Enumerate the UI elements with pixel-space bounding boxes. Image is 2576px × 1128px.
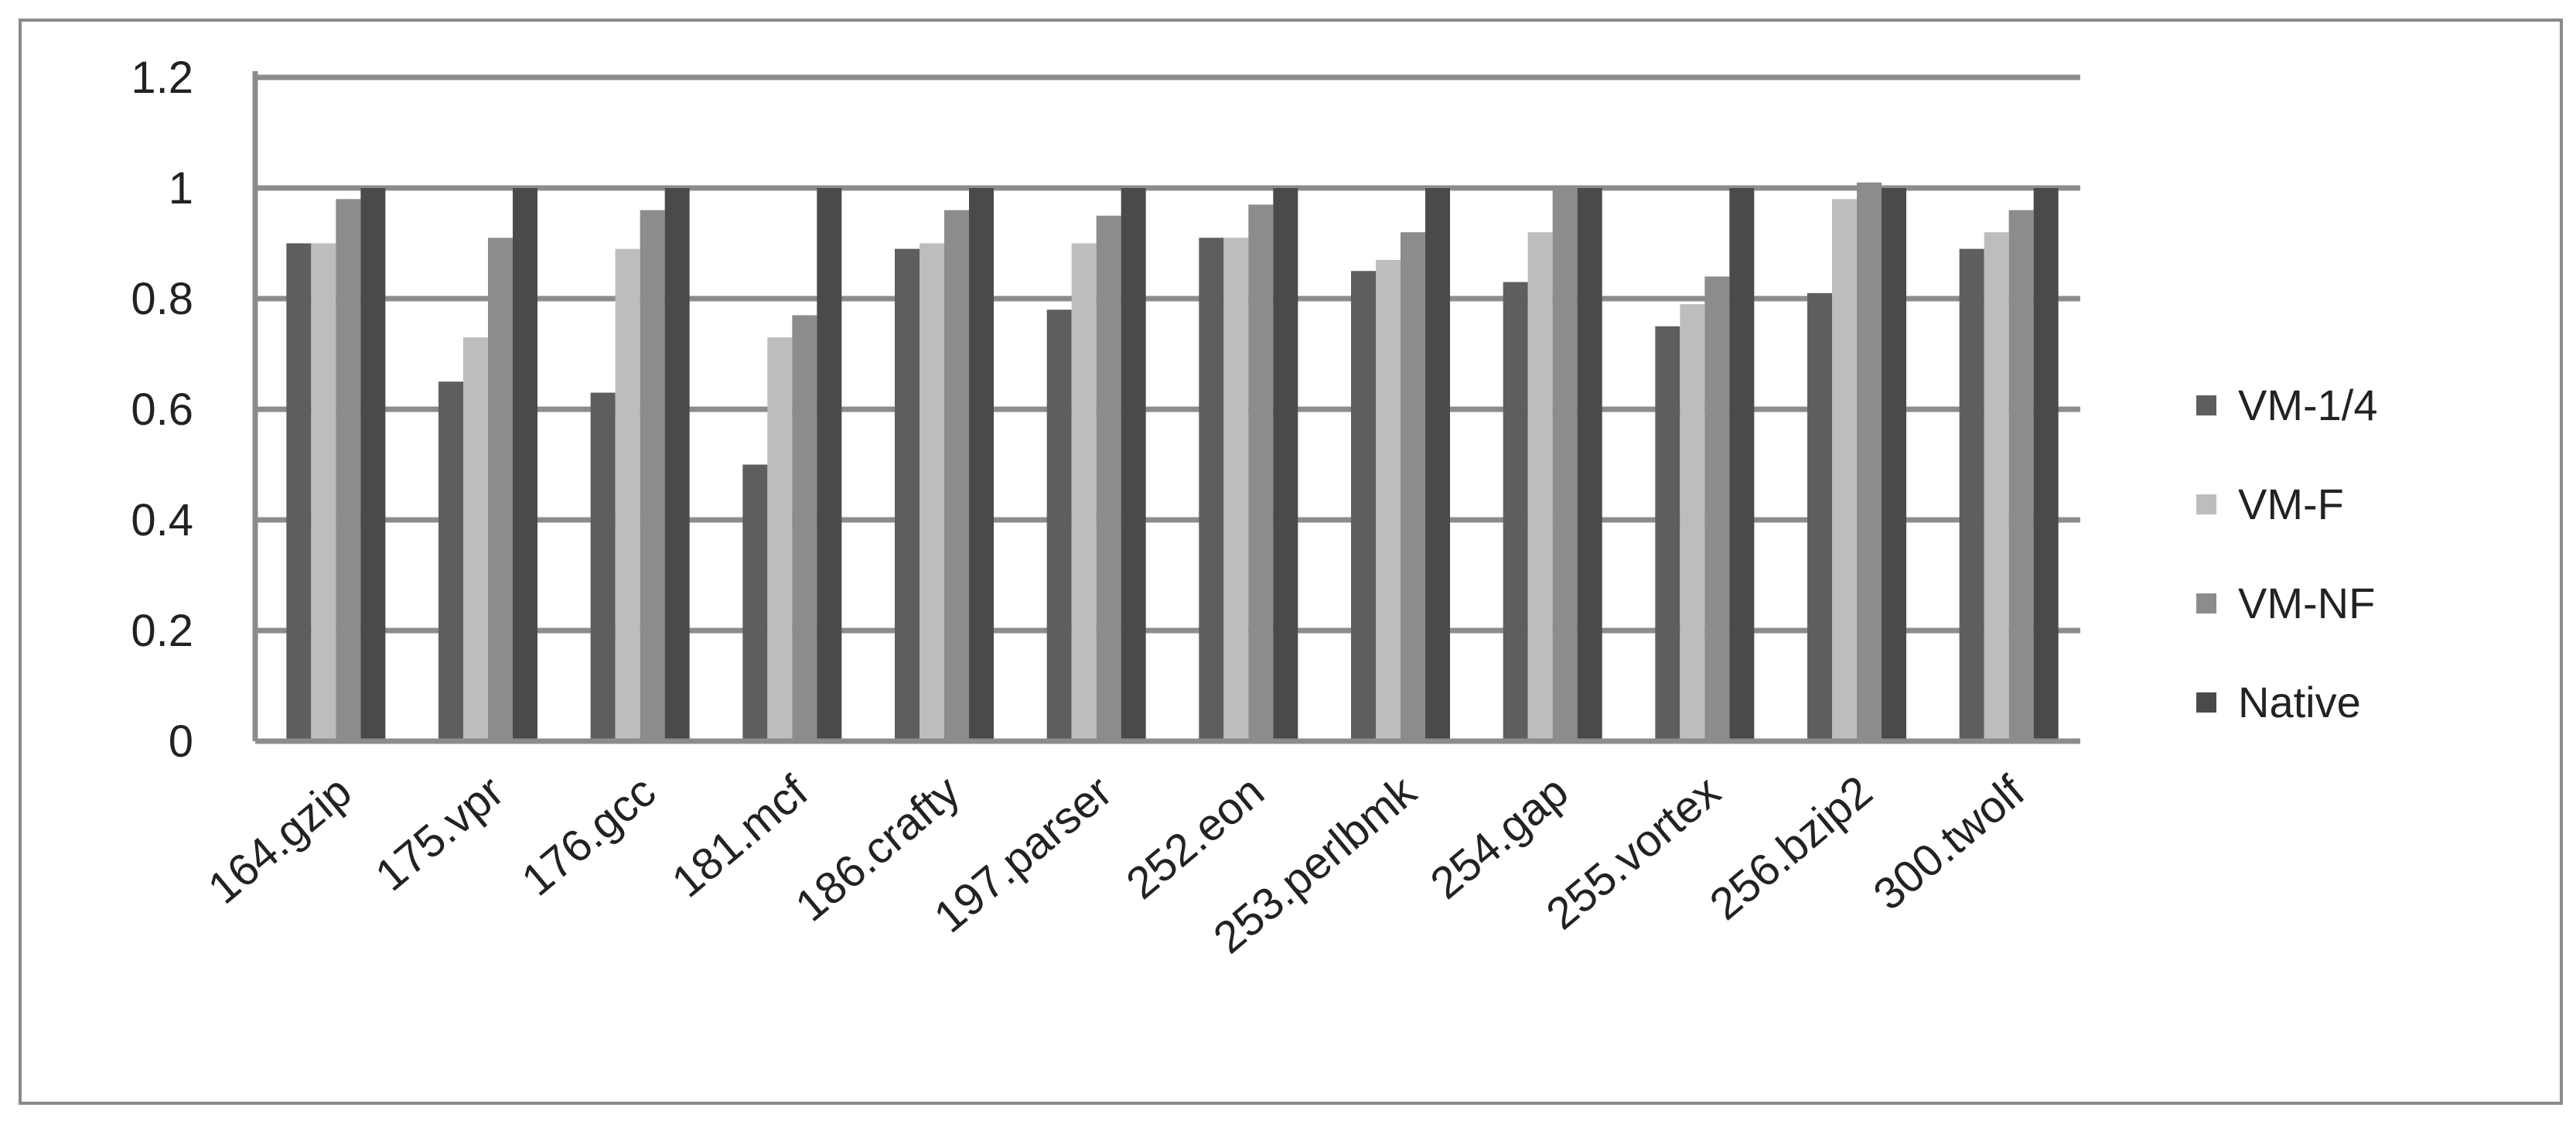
bar-vm-1-4-164-gzip [286,243,312,741]
legend-label: Native [2238,678,2361,726]
bar-vm-nf-255-vortex [1704,276,1730,741]
bar-vm-f-181-mcf [767,337,793,741]
bar-native-176-gcc [664,188,690,741]
y-tick-label: 0.2 [131,606,193,656]
bar-vm-1-4-254-gap [1503,282,1528,741]
y-tick-label: 0 [169,716,193,767]
bar-native-175-vpr [513,188,537,741]
bar-vm-f-254-gap [1527,232,1553,741]
legend-label: VM-NF [2238,579,2375,627]
bar-vm-f-256-bzip2 [1832,199,1857,741]
y-tick-label: 0.6 [131,385,193,435]
bar-vm-f-197-parser [1071,243,1097,741]
bar-vm-f-186-crafty [920,243,944,741]
bar-vm-nf-252-eon [1248,204,1274,741]
bar-vm-f-300-twolf [1984,232,2009,741]
bar-vm-1-4-197-parser [1046,309,1072,741]
legend-label: VM-1/4 [2238,381,2378,429]
legend-swatch [2196,494,2216,514]
bar-native-181-mcf [817,188,842,741]
legend-label: VM-F [2238,480,2344,528]
bar-vm-1-4-256-bzip2 [1807,292,1832,742]
bar-vm-nf-254-gap [1552,188,1578,741]
legend: VM-1/4 VM-F VM-NF Native [2196,381,2378,726]
bar-vm-1-4-181-mcf [742,464,768,741]
bar-vm-nf-300-twolf [2008,210,2034,742]
bar-vm-1-4-186-crafty [895,248,920,741]
legend-swatch [2196,395,2216,415]
bar-vm-1-4-175-vpr [438,381,463,741]
bar-vm-nf-176-gcc [640,210,665,742]
bar-vm-f-176-gcc [615,248,640,741]
bar-vm-nf-197-parser [1096,215,1121,741]
bar-vm-nf-186-crafty [944,210,969,742]
bars [286,182,2059,742]
bar-vm-nf-253-perlbmk [1401,232,1425,741]
legend-swatch [2196,692,2216,713]
axes [252,71,2080,744]
bar-vm-1-4-300-twolf [1959,248,1984,741]
bar-vm-nf-164-gzip [336,199,361,741]
bar-native-164-gzip [360,188,386,741]
bar-vm-f-164-gzip [311,243,336,741]
bar-vm-1-4-176-gcc [590,392,616,741]
bar-vm-nf-181-mcf [792,315,817,741]
bar-vm-nf-256-bzip2 [1857,182,1882,742]
bar-vm-nf-175-vpr [488,238,513,742]
bar-native-186-crafty [969,188,994,741]
bar-vm-1-4-253-perlbmk [1351,271,1376,741]
y-tick-label: 0.8 [131,274,193,324]
gridlines [255,74,2080,634]
bar-native-253-perlbmk [1425,188,1450,741]
bar-vm-f-252-eon [1223,238,1249,742]
bar-vm-f-255-vortex [1680,304,1705,741]
bar-vm-1-4-255-vortex [1655,326,1680,741]
y-tick-labels: 0 0.2 0.4 0.6 0.8 1 1.2 [131,53,193,767]
bar-vm-1-4-252-eon [1199,238,1224,742]
bar-native-254-gap [1577,188,1602,741]
y-tick-label: 1.2 [131,53,193,103]
bar-vm-f-253-perlbmk [1376,259,1401,741]
y-tick-label: 1 [169,163,193,214]
bar-native-255-vortex [1729,188,1755,741]
bar-native-252-eon [1273,188,1298,741]
legend-swatch [2196,593,2216,614]
bar-vm-f-175-vpr [463,337,488,741]
bar-native-256-bzip2 [1882,188,1906,741]
bar-native-197-parser [1121,188,1146,741]
bar-native-300-twolf [2033,188,2059,741]
y-tick-label: 0.4 [131,495,193,545]
